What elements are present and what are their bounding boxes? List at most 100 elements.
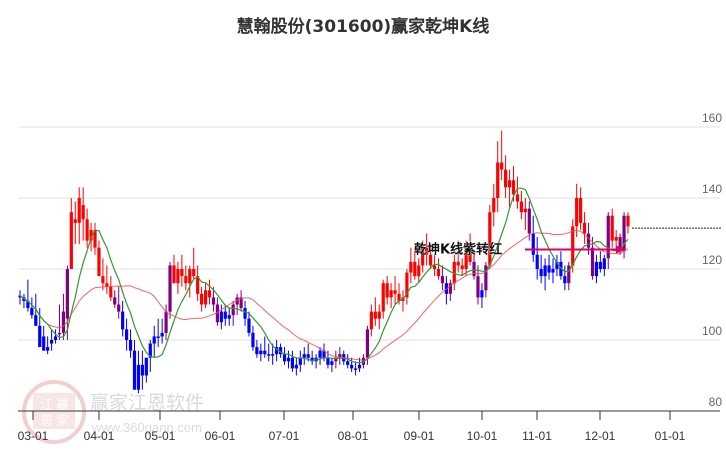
candle	[128, 340, 133, 351]
candle	[555, 261, 559, 269]
candle	[460, 265, 464, 269]
candle	[523, 208, 527, 213]
candle	[614, 237, 618, 241]
candle	[456, 261, 460, 266]
candle	[97, 247, 101, 277]
candle	[452, 261, 456, 284]
candle	[322, 350, 326, 358]
x-tick-label: 12-01	[585, 429, 616, 443]
candle	[286, 357, 291, 362]
arrow-head-icon	[616, 245, 626, 254]
candle	[350, 364, 354, 369]
candle	[152, 336, 156, 344]
candle	[219, 311, 223, 323]
candle	[590, 247, 595, 277]
candle	[346, 361, 350, 365]
x-tick-label: 08-01	[338, 429, 369, 443]
candle	[101, 276, 105, 284]
candle	[282, 354, 287, 362]
candle	[606, 215, 610, 259]
x-tick-label: 07-01	[269, 429, 300, 443]
candle	[121, 311, 125, 330]
candle	[302, 354, 306, 358]
candle	[531, 233, 535, 255]
candle	[271, 354, 275, 356]
candle	[18, 295, 22, 298]
candle	[306, 354, 310, 358]
y-tick-label: 160	[702, 111, 722, 125]
candle	[515, 194, 520, 202]
gridlines	[18, 126, 720, 341]
candle	[164, 311, 168, 333]
candle	[30, 308, 34, 316]
candle	[377, 311, 381, 319]
candle	[500, 162, 504, 170]
x-tick-label: 09-01	[404, 429, 435, 443]
candle	[436, 269, 441, 277]
candle	[168, 265, 172, 312]
candle	[46, 347, 50, 351]
candle	[117, 304, 121, 312]
candle	[448, 283, 452, 294]
candle	[93, 229, 97, 248]
candle	[57, 332, 62, 335]
candle	[563, 276, 567, 284]
candle	[53, 336, 58, 340]
candle	[176, 269, 180, 284]
candle	[594, 261, 599, 277]
candle	[188, 269, 192, 284]
candle	[405, 272, 409, 298]
watermark-brand: 赢家江恩软件	[90, 392, 204, 414]
candle	[369, 311, 373, 330]
y-tick-label: 120	[702, 253, 722, 267]
candle	[200, 293, 204, 305]
candle	[381, 283, 385, 312]
candle	[539, 269, 543, 277]
candle	[468, 247, 472, 262]
candle	[472, 261, 476, 277]
candle	[180, 269, 184, 277]
svg-text:江: 江	[40, 398, 53, 413]
candle	[298, 357, 302, 365]
candle	[290, 357, 295, 369]
candle	[69, 212, 73, 269]
candle	[310, 357, 314, 362]
candle	[227, 315, 231, 319]
candle	[480, 290, 484, 298]
candle	[598, 261, 602, 269]
candle	[476, 276, 480, 298]
candle	[326, 357, 330, 365]
x-tick-label: 04-01	[84, 429, 115, 443]
y-tick-label: 140	[702, 182, 722, 196]
candle	[247, 318, 251, 333]
candle	[409, 261, 413, 273]
candle	[397, 293, 401, 301]
candle	[22, 297, 26, 301]
candle	[184, 276, 188, 284]
candle	[373, 311, 377, 319]
x-tick-label: 01-01	[655, 429, 686, 443]
candle	[148, 343, 152, 358]
candle	[626, 215, 630, 227]
candle	[551, 269, 555, 273]
x-tick-label: 05-01	[145, 429, 176, 443]
candle	[89, 229, 93, 241]
candle	[504, 169, 508, 188]
x-tick-label: 11-01	[522, 429, 552, 443]
candle	[425, 247, 429, 255]
candle	[511, 180, 516, 195]
candle	[77, 198, 81, 223]
candle	[421, 247, 425, 266]
candle	[527, 208, 531, 234]
candle	[34, 315, 38, 326]
watermark-url: www.360gann.com	[91, 420, 202, 435]
candle	[440, 276, 445, 284]
y-tick-label: 100	[702, 324, 722, 338]
ma-short-line	[19, 187, 629, 364]
candle	[488, 212, 492, 266]
candle	[330, 361, 334, 365]
candle	[223, 311, 227, 319]
candle	[417, 265, 421, 277]
x-axis: 03-01 04-01 05-01 06-01 07-01 08-01 09-01 10-01…	[18, 410, 720, 443]
candle	[464, 247, 468, 269]
